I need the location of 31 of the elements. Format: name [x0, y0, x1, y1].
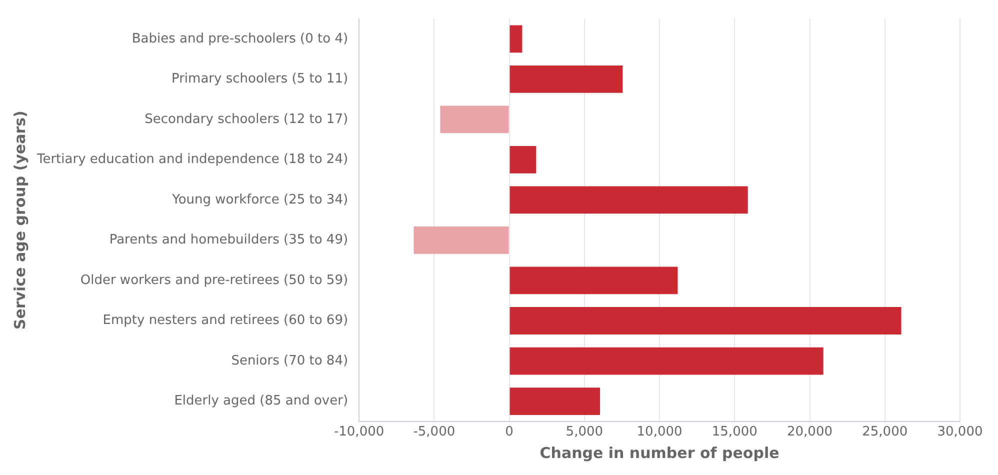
x-tick-label: -5,000	[413, 424, 456, 440]
x-tick-label: 25,000	[862, 424, 908, 440]
y-tick-label: Parents and homebuilders (35 to 49)	[109, 232, 348, 248]
y-tick-label: Older workers and pre-retirees (50 to 59)	[80, 272, 348, 288]
y-tick-label: Primary schoolers (5 to 11)	[171, 72, 348, 87]
y-axis-title: Service age group (years)	[10, 110, 29, 330]
bar	[414, 226, 509, 254]
y-tick-label: Tertiary education and independence (18 to 24)	[36, 152, 348, 168]
y-tick-label: Young workforce (25 to 34)	[171, 192, 348, 208]
y-tick-label: Secondary schoolers (12 to 17)	[144, 112, 348, 127]
y-tick-label: Empty nesters and retirees (60 to 69)	[102, 313, 348, 328]
x-tick-label: 30,000	[937, 424, 983, 440]
x-axis-title: Change in number of people	[540, 444, 780, 462]
bar	[510, 25, 522, 53]
bar	[510, 266, 678, 294]
x-tick-label: -10,000	[334, 424, 384, 440]
x-tick-label: 0	[505, 424, 514, 440]
bar	[510, 146, 536, 174]
x-tick-label: 10,000	[636, 424, 682, 440]
x-tick-label: 15,000	[712, 424, 758, 440]
bar	[510, 66, 623, 93]
x-tick-label: 5,000	[566, 424, 604, 440]
bar	[510, 307, 902, 334]
x-tick-label: 20,000	[787, 424, 833, 440]
y-tick-label: Babies and pre-schoolers (0 to 4)	[132, 31, 348, 46]
bar	[440, 106, 509, 134]
y-tick-label: Seniors (70 to 84)	[231, 353, 348, 368]
bar	[510, 388, 600, 415]
bar	[510, 347, 824, 375]
y-tick-label: Elderly aged (85 and over)	[174, 394, 348, 409]
bar	[510, 186, 748, 214]
